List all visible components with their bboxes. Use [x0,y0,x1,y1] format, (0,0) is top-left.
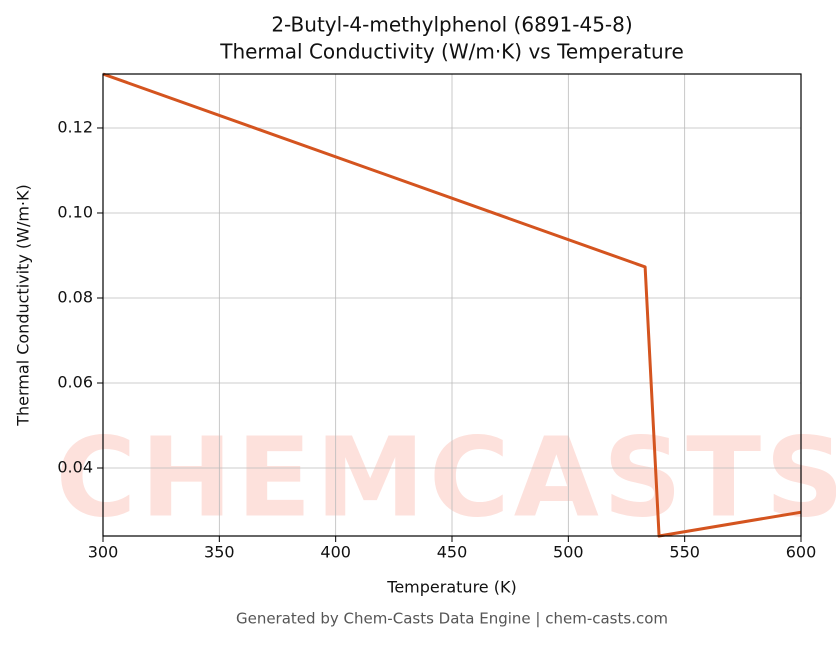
y-tick-label: 0.12 [57,117,93,136]
footer: Generated by Chem-Casts Data Engine | ch… [236,610,668,628]
y-tick-label: 0.08 [57,287,93,306]
watermark: CHEMCASTS [56,413,836,541]
data-line [103,72,801,538]
y-tick-label: 0.04 [57,457,93,476]
plot-frame [102,73,802,537]
chart-title: 2-Butyl-4-methylphenol (6891-45-8) [271,13,632,37]
x-tick-label: 350 [204,543,235,562]
x-tick-label: 400 [320,543,351,562]
x-tick-label: 550 [669,543,700,562]
x-tick-label: 300 [88,543,119,562]
y-tick-label: 0.06 [57,372,93,391]
y-tick-label: 0.10 [57,202,93,221]
chart-subtitle: Thermal Conductivity (W/m·K) vs Temperat… [219,40,684,64]
x-axis-label: Temperature (K) [386,578,516,597]
x-tick-label: 600 [786,543,817,562]
x-tick-label: 500 [553,543,584,562]
y-axis-label: Thermal Conductivity (W/m·K) [14,184,33,427]
x-tick-label: 450 [437,543,468,562]
